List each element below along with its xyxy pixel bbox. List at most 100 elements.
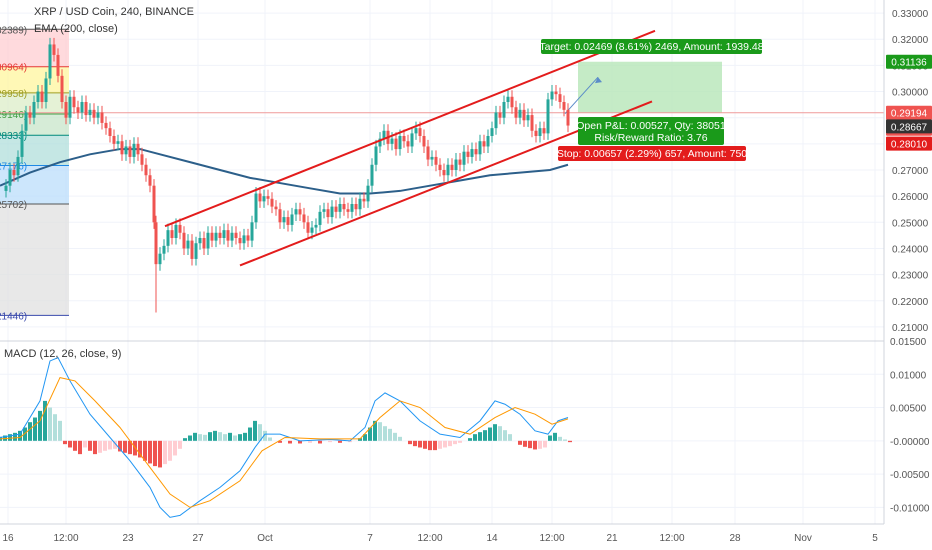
macd-hist-bar — [168, 440, 172, 461]
macd-line — [0, 356, 569, 518]
fib-band — [0, 135, 69, 166]
macd-hist-bar — [193, 432, 197, 441]
candle-body — [194, 243, 198, 259]
candle-body — [354, 204, 358, 210]
candle-body — [242, 235, 246, 244]
macd-legend[interactable]: MACD (12, 26, close, 9) — [4, 348, 122, 360]
candle-body — [350, 204, 354, 212]
macd-hist-bar — [498, 426, 502, 441]
x-tick-label: 12:00 — [659, 533, 684, 544]
candle-body — [454, 159, 458, 170]
x-tick-label: 14 — [486, 533, 498, 544]
x-tick-label: 7 — [367, 533, 373, 544]
macd-hist-bar — [533, 440, 537, 450]
candle-body — [170, 230, 174, 238]
candle-body — [84, 102, 88, 116]
candle-body — [342, 204, 346, 210]
macd-hist-bar — [288, 440, 292, 444]
candle-body — [214, 232, 218, 241]
candle-body — [12, 170, 16, 176]
macd-hist-bar — [243, 432, 247, 441]
candle-body — [80, 102, 84, 113]
candle-body — [482, 141, 486, 147]
macd-hist-bar — [58, 420, 62, 441]
candle-body — [358, 198, 362, 210]
fib-retracement: 32389)30964)29958)29146)28333)27176)2570… — [0, 25, 69, 322]
candle-body — [298, 209, 302, 215]
rr-label: Risk/Reward Ratio: 3.76 — [594, 132, 707, 144]
macd-hist-bar — [528, 440, 532, 449]
candle-body — [562, 102, 566, 110]
macd-hist-bar — [98, 440, 102, 453]
candle-body — [486, 136, 490, 147]
macd-hist-bar — [368, 427, 372, 441]
fib-level-label: 29146) — [0, 110, 27, 121]
candle-body — [266, 196, 270, 199]
ema-legend[interactable]: EMA (200, close) — [34, 23, 118, 35]
macd-hist-bar — [523, 440, 527, 447]
macd-hist-bar — [233, 435, 237, 441]
candle-body — [330, 206, 334, 218]
candle-body — [430, 156, 434, 160]
macd-hist-bar — [458, 440, 462, 443]
macd-hist-bar — [208, 432, 212, 441]
candle-body — [246, 235, 250, 241]
macd-hist-bar — [153, 440, 157, 467]
macd-hist-bar — [38, 410, 42, 441]
macd-hist-bar — [103, 440, 107, 451]
macd-hist-bar — [128, 440, 132, 455]
macd-hist-bar — [223, 434, 227, 441]
candle-body — [136, 143, 140, 155]
x-tick-label: 23 — [122, 533, 134, 544]
y-tick-label: 0.30000 — [892, 88, 929, 99]
symbol-title[interactable]: XRP / USD Coin, 240, BINANCE — [34, 6, 194, 18]
macd-y-tick-label: 0.00500 — [890, 404, 927, 415]
macd-plot — [0, 340, 884, 518]
candle-body — [198, 238, 202, 244]
y-tick-label: 0.23000 — [892, 271, 929, 282]
x-tick-label: 5 — [872, 533, 878, 544]
candle-body — [100, 112, 104, 123]
x-tick-label: 28 — [729, 533, 741, 544]
y-tick-label: 0.27000 — [892, 166, 929, 177]
candle-body — [334, 206, 338, 212]
x-tick-label: 21 — [606, 533, 618, 544]
candle-body — [550, 91, 554, 100]
candle-body — [258, 193, 262, 202]
candle-body — [422, 136, 426, 147]
macd-hist-bar — [443, 440, 447, 448]
candle-body — [538, 128, 542, 136]
candle-body — [56, 54, 60, 76]
macd-hist-bar — [508, 434, 512, 441]
pnl-label-bg — [578, 117, 724, 145]
candle-body — [222, 230, 226, 238]
candle-body — [186, 240, 190, 249]
macd-hist-bar — [373, 420, 377, 441]
macd-y-tick-label: 0.01500 — [890, 337, 927, 348]
price-tag — [886, 54, 932, 69]
candle-body — [36, 91, 40, 102]
macd-hist-bar — [563, 439, 567, 441]
x-tick-label: 12:00 — [53, 533, 78, 544]
macd-hist-bar — [473, 434, 477, 441]
candle-body — [390, 138, 394, 144]
macd-hist-bar — [78, 440, 82, 455]
candle-body — [394, 138, 398, 150]
candle-body — [8, 170, 12, 186]
macd-hist-bar — [88, 440, 92, 451]
macd-hist-bar — [548, 435, 552, 441]
macd-hist-bar — [453, 440, 457, 445]
candle-body — [326, 209, 330, 218]
macd-hist-bar — [253, 420, 257, 441]
candle-body — [4, 185, 8, 191]
stop-label-bg — [558, 146, 746, 161]
macd-hist-bar — [188, 435, 192, 441]
macd-hist-bar — [8, 434, 12, 441]
candle-body — [470, 149, 474, 157]
candle-body — [158, 253, 162, 265]
macd-hist-bar — [238, 434, 242, 441]
macd-hist-bar — [63, 440, 67, 445]
macd-hist-bar — [483, 430, 487, 441]
stop-label: Stop: 0.00657 (2.29%) 657, Amount: 750 — [557, 148, 747, 160]
